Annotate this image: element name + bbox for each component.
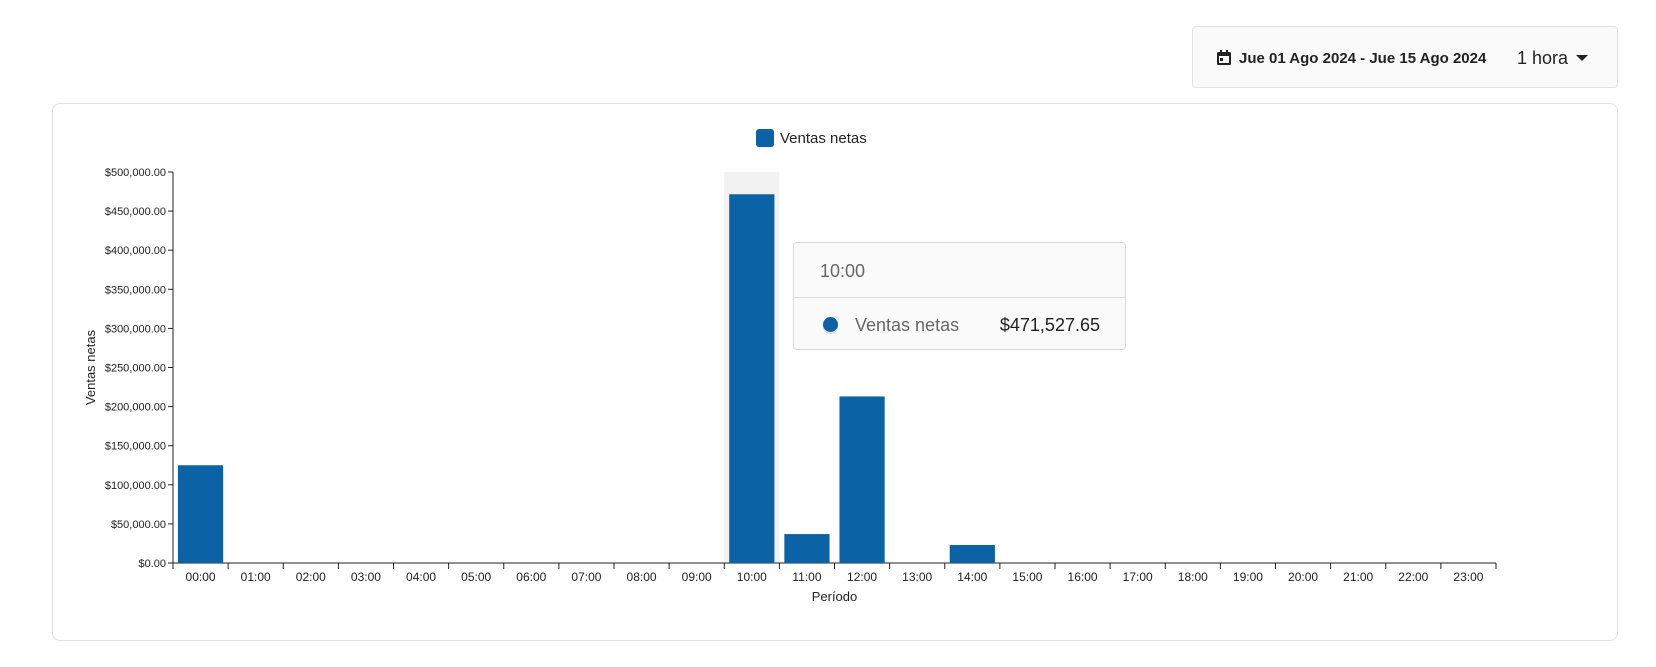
date-range-text: Jue 01 Ago 2024 - Jue 15 Ago 2024	[1239, 49, 1487, 67]
x-tick-label: 21:00	[1343, 570, 1373, 584]
tooltip-series-name: Ventas netas	[855, 315, 960, 335]
x-tick-label: 23:00	[1453, 570, 1483, 584]
interval-dropdown[interactable]: 1 hora	[1517, 46, 1589, 70]
legend-label: Ventas netas	[780, 130, 867, 147]
x-tick-label: 12:00	[847, 570, 877, 584]
y-tick-label: $200,000.00	[105, 402, 166, 414]
y-tick-label: $300,000.00	[105, 323, 166, 335]
bar	[949, 545, 995, 563]
x-tick-label: 03:00	[351, 570, 381, 584]
interval-label: 1 hora	[1517, 47, 1569, 68]
x-tick-label: 09:00	[682, 570, 712, 584]
calendar-icon	[1215, 49, 1233, 67]
x-tick-label: 19:00	[1233, 570, 1263, 584]
x-tick-label: 07:00	[571, 570, 601, 584]
bar	[839, 396, 885, 563]
tooltip-series-dot-icon	[823, 317, 838, 332]
x-tick-label: 20:00	[1288, 570, 1318, 584]
bar-chart: Ventas netas $0.00 $50,000.00 $100,000.00 $1…	[83, 129, 1497, 604]
chart-tooltip: 10:00 Ventas netas $471,527.65	[793, 242, 1126, 350]
y-tick-label: $50,000.00	[111, 519, 166, 531]
y-tick-label: $450,000.00	[105, 206, 166, 218]
y-tick-label: $500,000.00	[105, 167, 166, 179]
y-tick-label: $100,000.00	[105, 480, 166, 492]
y-axis-title: Ventas netas	[83, 329, 98, 405]
x-tick-label: 00:00	[186, 570, 216, 584]
date-range-picker[interactable]: Jue 01 Ago 2024 - Jue 15 Ago 2024	[1215, 47, 1486, 69]
x-axis-title: Período	[812, 589, 858, 604]
tooltip-title: 10:00	[820, 261, 866, 281]
x-tick-label: 13:00	[902, 570, 932, 584]
x-tick-label: 14:00	[957, 570, 987, 584]
x-tick-label: 22:00	[1398, 570, 1428, 584]
x-tick-label: 18:00	[1178, 570, 1208, 584]
y-tick-label: $150,000.00	[105, 441, 166, 453]
y-tick-label: $400,000.00	[105, 245, 166, 257]
x-tick-label: 04:00	[406, 570, 436, 584]
x-tick-label: 08:00	[627, 570, 657, 584]
x-tick-label: 17:00	[1123, 570, 1153, 584]
y-tick-label: $350,000.00	[105, 284, 166, 296]
legend-swatch	[756, 129, 774, 147]
y-tick-label: $0.00	[138, 558, 166, 570]
bar	[729, 194, 775, 563]
bar	[177, 465, 224, 563]
caret-down-icon	[1576, 55, 1589, 61]
chart-card: Ventas netas $0.00 $50,000.00 $100,000.00 $1…	[52, 103, 1618, 641]
x-tick-label: 10:00	[737, 570, 767, 584]
bar	[784, 534, 830, 563]
y-tick-label: $250,000.00	[105, 363, 166, 375]
x-tick-label: 05:00	[461, 570, 491, 584]
tooltip-divider	[794, 297, 1125, 298]
x-tick-label: 02:00	[296, 570, 326, 584]
x-tick-label: 11:00	[792, 570, 821, 584]
tooltip-value: $471,527.65	[999, 315, 1100, 335]
x-tick-label: 06:00	[516, 570, 546, 584]
x-tick-label: 01:00	[241, 570, 271, 584]
x-tick-label: 15:00	[1012, 570, 1042, 584]
toolbar: Jue 01 Ago 2024 - Jue 15 Ago 2024 1 hora	[1192, 26, 1618, 88]
x-tick-label: 16:00	[1068, 570, 1098, 584]
